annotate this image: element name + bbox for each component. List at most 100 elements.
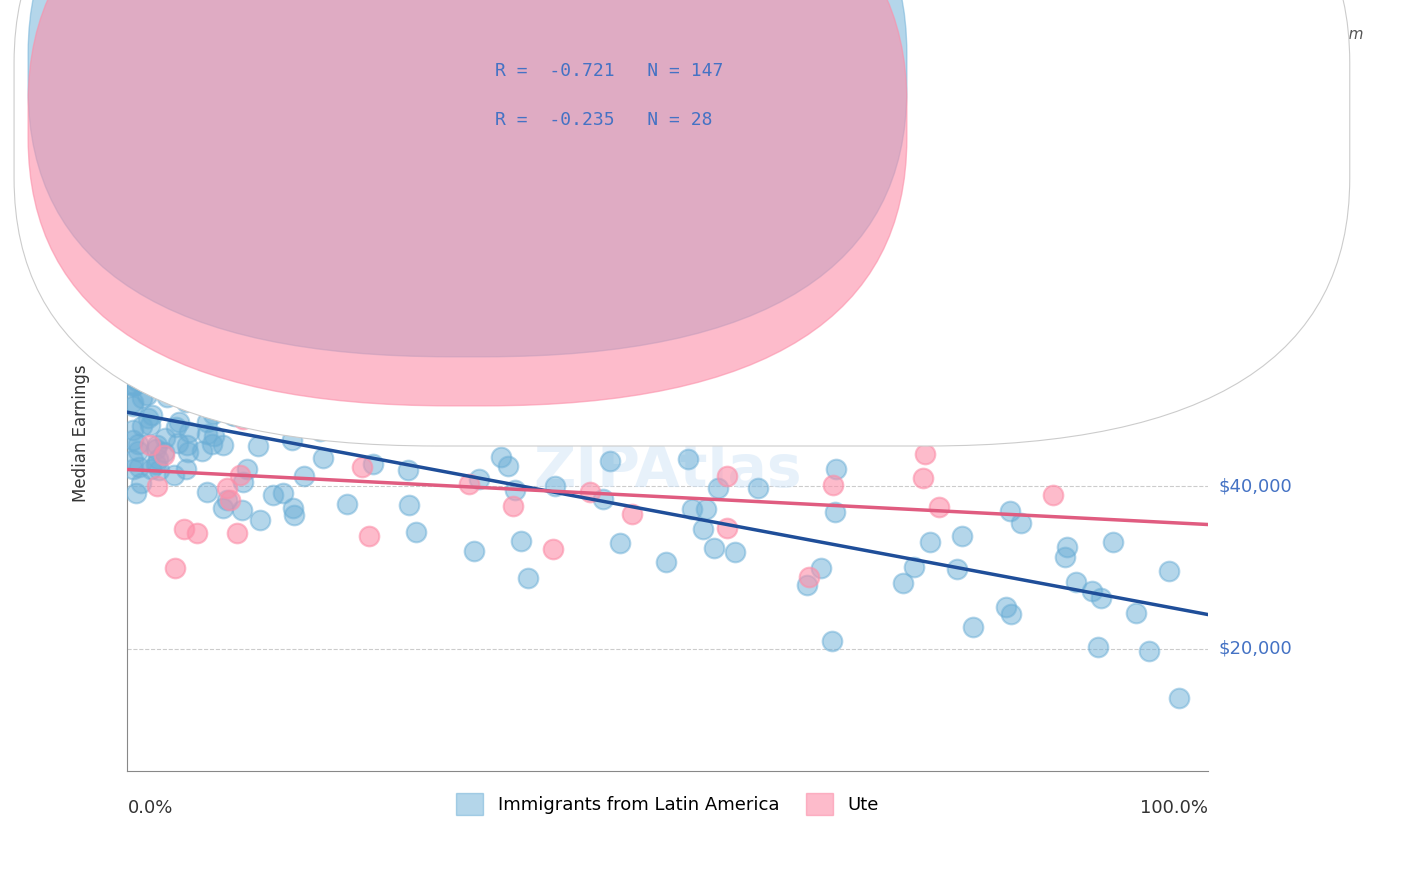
Immigrants from Latin America bbox=[398, 498, 420, 512]
Ute bbox=[502, 500, 524, 514]
Ute bbox=[226, 525, 249, 540]
Immigrants from Latin America bbox=[335, 404, 357, 418]
Immigrants from Latin America bbox=[426, 425, 449, 439]
Immigrants from Latin America bbox=[127, 357, 149, 371]
Immigrants from Latin America bbox=[962, 620, 984, 634]
Immigrants from Latin America bbox=[309, 424, 332, 438]
Immigrants from Latin America bbox=[195, 485, 218, 500]
Immigrants from Latin America bbox=[681, 502, 703, 516]
Immigrants from Latin America bbox=[1159, 564, 1181, 578]
Immigrants from Latin America bbox=[810, 561, 832, 575]
Immigrants from Latin America bbox=[695, 501, 717, 516]
Immigrants from Latin America bbox=[891, 575, 914, 590]
Ute bbox=[186, 526, 208, 541]
Immigrants from Latin America bbox=[167, 435, 190, 450]
Immigrants from Latin America bbox=[153, 432, 176, 446]
Text: Median Earnings: Median Earnings bbox=[72, 365, 90, 502]
Immigrants from Latin America bbox=[429, 411, 451, 425]
Immigrants from Latin America bbox=[724, 545, 747, 559]
Immigrants from Latin America bbox=[177, 343, 200, 357]
Ute bbox=[458, 477, 481, 491]
Immigrants from Latin America bbox=[1064, 575, 1087, 590]
Immigrants from Latin America bbox=[232, 475, 254, 490]
Immigrants from Latin America bbox=[135, 388, 157, 402]
Immigrants from Latin America bbox=[246, 439, 269, 453]
Text: IMMIGRANTS FROM LATIN AMERICA VS UTE MEDIAN EARNINGS CORRELATION CHART: IMMIGRANTS FROM LATIN AMERICA VS UTE MED… bbox=[128, 60, 1119, 79]
Text: ZIPAtlas: ZIPAtlas bbox=[533, 442, 801, 499]
Immigrants from Latin America bbox=[224, 409, 246, 423]
Immigrants from Latin America bbox=[494, 415, 516, 429]
Immigrants from Latin America bbox=[138, 374, 160, 388]
Immigrants from Latin America bbox=[156, 390, 179, 404]
Immigrants from Latin America bbox=[544, 479, 567, 493]
Immigrants from Latin America bbox=[121, 394, 143, 409]
Immigrants from Latin America bbox=[226, 387, 249, 401]
Ute bbox=[152, 448, 174, 462]
Immigrants from Latin America bbox=[132, 350, 155, 364]
Ute bbox=[138, 438, 160, 452]
Immigrants from Latin America bbox=[176, 438, 198, 452]
Immigrants from Latin America bbox=[128, 459, 150, 474]
Immigrants from Latin America bbox=[163, 467, 186, 482]
Ute bbox=[620, 507, 643, 521]
Immigrants from Latin America bbox=[121, 352, 143, 367]
Immigrants from Latin America bbox=[146, 452, 169, 467]
Immigrants from Latin America bbox=[343, 406, 366, 420]
Immigrants from Latin America bbox=[197, 415, 219, 429]
Ute bbox=[821, 478, 844, 492]
Text: 100.0%: 100.0% bbox=[1140, 799, 1208, 817]
Immigrants from Latin America bbox=[655, 555, 678, 569]
Text: $80,000: $80,000 bbox=[1219, 153, 1292, 170]
Immigrants from Latin America bbox=[212, 500, 235, 515]
Immigrants from Latin America bbox=[479, 402, 502, 417]
Immigrants from Latin America bbox=[131, 391, 153, 405]
Text: $40,000: $40,000 bbox=[1219, 477, 1292, 495]
Immigrants from Latin America bbox=[294, 469, 316, 483]
Immigrants from Latin America bbox=[950, 529, 973, 543]
Immigrants from Latin America bbox=[129, 476, 152, 491]
Immigrants from Latin America bbox=[396, 462, 419, 476]
Immigrants from Latin America bbox=[599, 454, 621, 468]
Immigrants from Latin America bbox=[995, 599, 1018, 614]
Immigrants from Latin America bbox=[1102, 534, 1125, 549]
Text: R =  -0.235   N = 28: R = -0.235 N = 28 bbox=[495, 112, 713, 129]
Ute bbox=[716, 520, 738, 534]
Immigrants from Latin America bbox=[1087, 640, 1109, 655]
Immigrants from Latin America bbox=[249, 512, 271, 526]
Immigrants from Latin America bbox=[177, 425, 200, 439]
Immigrants from Latin America bbox=[124, 378, 146, 392]
Ute bbox=[219, 493, 242, 508]
Legend: Immigrants from Latin America, Ute: Immigrants from Latin America, Ute bbox=[449, 786, 886, 822]
Text: $60,000: $60,000 bbox=[1219, 315, 1292, 333]
Ute bbox=[1042, 487, 1064, 501]
Immigrants from Latin America bbox=[160, 365, 183, 379]
Immigrants from Latin America bbox=[195, 427, 218, 442]
Immigrants from Latin America bbox=[167, 416, 190, 430]
Ute bbox=[163, 561, 186, 575]
Ute bbox=[579, 484, 602, 499]
Immigrants from Latin America bbox=[1000, 607, 1022, 621]
Immigrants from Latin America bbox=[121, 462, 143, 476]
Immigrants from Latin America bbox=[125, 486, 148, 500]
Immigrants from Latin America bbox=[703, 541, 725, 555]
Ute bbox=[159, 353, 181, 368]
Text: Source: ZipAtlas.com: Source: ZipAtlas.com bbox=[1201, 27, 1364, 42]
Immigrants from Latin America bbox=[262, 488, 284, 502]
Immigrants from Latin America bbox=[121, 433, 143, 447]
Immigrants from Latin America bbox=[139, 461, 162, 475]
Immigrants from Latin America bbox=[489, 450, 512, 464]
Immigrants from Latin America bbox=[820, 634, 842, 648]
Immigrants from Latin America bbox=[502, 406, 524, 420]
Immigrants from Latin America bbox=[235, 462, 257, 476]
Immigrants from Latin America bbox=[191, 444, 214, 458]
Immigrants from Latin America bbox=[121, 379, 143, 393]
Immigrants from Latin America bbox=[141, 408, 163, 422]
Immigrants from Latin America bbox=[231, 502, 253, 516]
Immigrants from Latin America bbox=[1000, 504, 1022, 518]
Immigrants from Latin America bbox=[361, 457, 384, 471]
Immigrants from Latin America bbox=[825, 461, 848, 475]
Ute bbox=[797, 570, 820, 584]
Ute bbox=[232, 411, 254, 425]
Immigrants from Latin America bbox=[707, 481, 730, 495]
Immigrants from Latin America bbox=[121, 282, 143, 296]
